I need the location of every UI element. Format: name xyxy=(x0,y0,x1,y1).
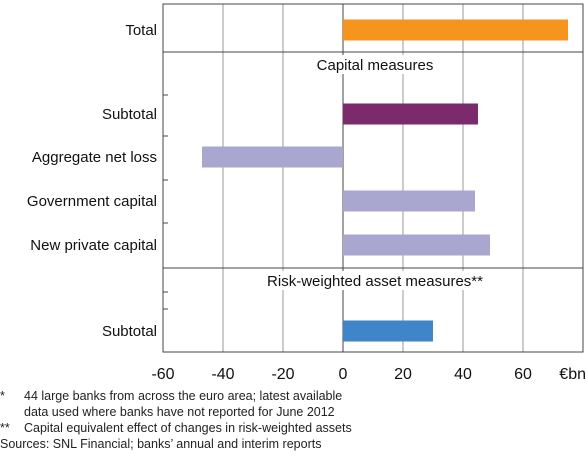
bar-0-0 xyxy=(343,19,568,41)
footnote-1-line-1: 44 large banks from across the euro area… xyxy=(24,389,343,403)
section-header-1: Capital measures xyxy=(317,57,434,74)
x-unit-label: €bn xyxy=(559,366,586,383)
footnote-2-mark: ** xyxy=(0,421,10,435)
bar-chart: Capital measures Risk-weighted asset meas… xyxy=(27,3,586,383)
x-tick-label-4: 20 xyxy=(394,366,412,383)
category-label-1-2: Government capital xyxy=(27,193,157,210)
sources-note: Sources: SNL Financial; banks’ annual an… xyxy=(0,437,322,451)
section-header-bg-1 xyxy=(309,55,441,74)
bar-1-3 xyxy=(343,234,490,256)
x-tick-label-6: 60 xyxy=(514,366,532,383)
category-label-1-0: Subtotal xyxy=(102,106,157,123)
section-header-bg-2 xyxy=(256,271,494,290)
category-label-1-1: Aggregate net loss xyxy=(32,149,157,166)
footnote-1-line-2: data used where banks have not reported … xyxy=(24,405,335,419)
x-tick-label-1: -40 xyxy=(211,366,234,383)
bar-1-0 xyxy=(343,103,478,125)
x-tick-label-2: -20 xyxy=(271,366,294,383)
category-label-1-3: New private capital xyxy=(30,237,157,254)
bar-1-1 xyxy=(202,146,343,168)
x-tick-label-5: 40 xyxy=(454,366,472,383)
x-tick-label-0: -60 xyxy=(151,366,174,383)
plot-border xyxy=(162,3,584,353)
category-label-0-0: Total xyxy=(125,22,157,39)
footnote-1-mark: * xyxy=(0,389,5,403)
x-tick-label-3: 0 xyxy=(339,366,348,383)
footnote-2-line-1: Capital equivalent effect of changes in … xyxy=(24,421,352,435)
bar-1-2 xyxy=(343,190,475,212)
bar-2-0 xyxy=(343,320,433,342)
category-label-2-0: Subtotal xyxy=(102,323,157,340)
section-header-2: Risk-weighted asset measures** xyxy=(267,273,483,290)
